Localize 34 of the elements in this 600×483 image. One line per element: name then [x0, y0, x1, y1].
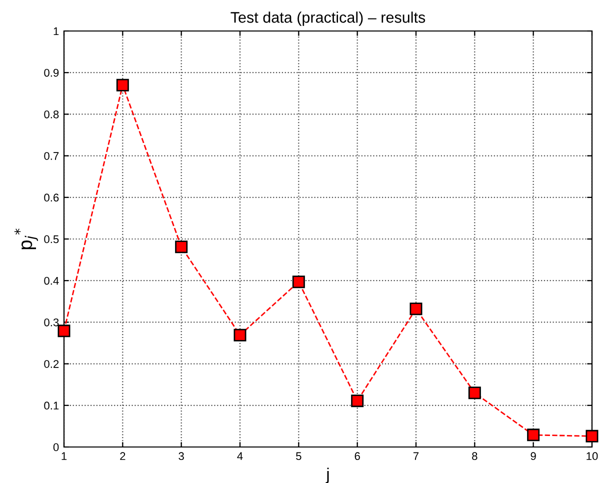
x-axis-title: j: [326, 468, 329, 483]
x-tick-label: 6: [354, 452, 360, 460]
y-tick-label: 0.4: [44, 276, 59, 285]
y-tick-label: 0.5: [44, 235, 59, 244]
point: [234, 328, 246, 342]
point: [58, 324, 70, 338]
chart-title: Test data (practical) – results: [230, 12, 426, 26]
y-tick-label: 0.6: [44, 194, 59, 202]
point: [292, 276, 305, 288]
point: [468, 386, 481, 400]
y-tick-label: 0.9: [44, 68, 59, 77]
x-tick-label: 3: [178, 452, 184, 460]
point: [351, 394, 364, 408]
y-tick-label: 0: [53, 443, 59, 452]
x-tick-label: 1: [62, 452, 67, 460]
point: [116, 78, 129, 92]
y-tick-label: 0.8: [44, 110, 59, 118]
x-tick-label: 8: [472, 452, 478, 460]
y-axis-title: p$_{j}$$^{*}$: [14, 228, 38, 250]
x-tick-label: 4: [237, 452, 243, 460]
point: [586, 430, 598, 442]
point: [410, 302, 422, 316]
y-tick-label: 1: [54, 27, 59, 36]
point: [527, 428, 540, 442]
x-tick-label: 7: [413, 452, 419, 460]
y-tick-label: 0.2: [44, 360, 59, 368]
y-tick-label: 0.1: [44, 402, 59, 410]
y-tick-label: 0.3: [44, 318, 59, 326]
y-tick-label: 0.7: [44, 152, 59, 160]
x-tick-label: 9: [530, 452, 536, 460]
point: [175, 240, 188, 254]
x-tick-label: 10: [586, 452, 598, 460]
x-tick-label: 2: [120, 452, 126, 460]
x-tick-label: 5: [296, 452, 302, 460]
